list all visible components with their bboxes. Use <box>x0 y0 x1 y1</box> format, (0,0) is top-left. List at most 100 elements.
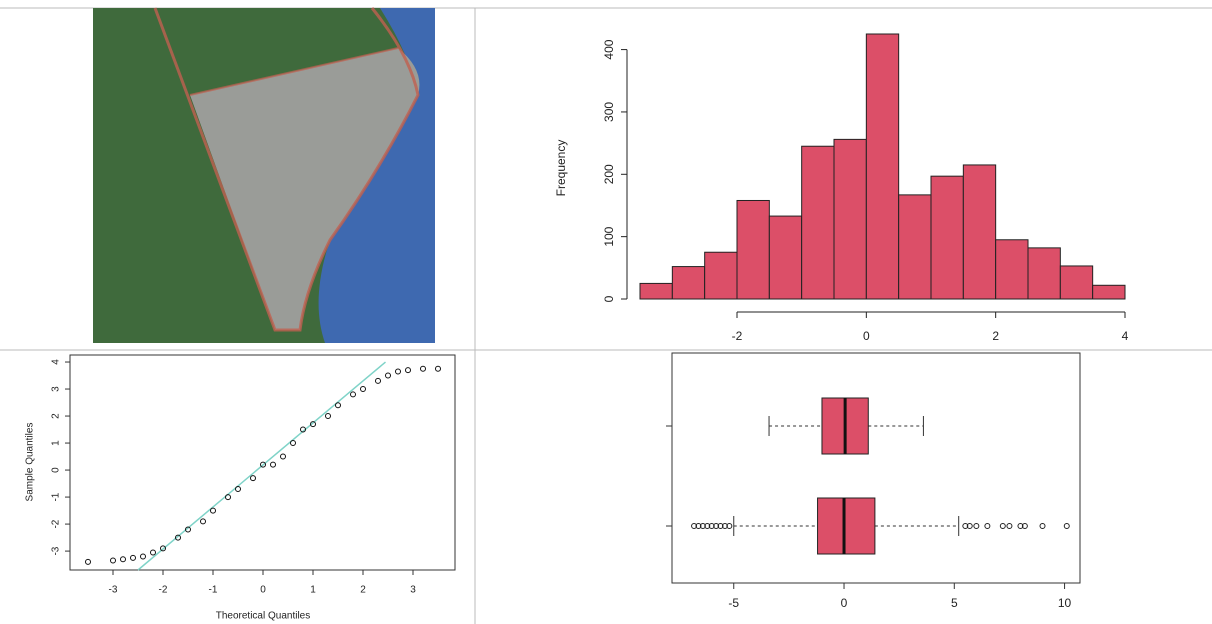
x-tick-label: 2 <box>992 329 999 343</box>
point <box>140 553 146 560</box>
bar <box>639 282 673 300</box>
outlier <box>708 523 715 529</box>
x-tick-label: -2 <box>732 329 743 343</box>
outlier <box>973 523 980 529</box>
y-tick-label: -2 <box>51 519 62 528</box>
point <box>110 557 116 564</box>
point <box>120 556 126 563</box>
bar <box>995 239 1029 300</box>
point <box>260 461 266 468</box>
x-tick-label: 2 <box>360 585 366 596</box>
point <box>130 554 136 561</box>
box <box>817 497 876 555</box>
bar <box>962 164 997 300</box>
x-tick-label: -5 <box>728 596 739 610</box>
x-tick-label: 0 <box>863 329 870 343</box>
x-tick-label: 10 <box>1058 596 1072 610</box>
x-tick-label: 0 <box>260 585 266 596</box>
outlier <box>1006 523 1013 529</box>
point <box>250 475 256 482</box>
bar <box>671 266 706 300</box>
outlier <box>713 523 720 529</box>
point <box>395 368 401 375</box>
x-axis-label: Theoretical Quantiles <box>216 611 311 622</box>
outlier <box>984 523 991 529</box>
y-axis-label: Sample Quantiles <box>25 423 36 502</box>
outlier <box>726 523 733 529</box>
point <box>235 485 241 492</box>
outlier <box>721 523 728 529</box>
point <box>225 494 231 501</box>
point <box>325 413 331 420</box>
y-axis-label: Frequency <box>554 140 568 197</box>
point <box>200 518 206 525</box>
point <box>290 440 296 447</box>
outlier <box>695 523 702 529</box>
plot-frame <box>671 352 1081 584</box>
point <box>185 526 191 533</box>
y-tick-label: 1 <box>51 440 62 446</box>
point <box>405 367 411 374</box>
bar <box>1027 247 1061 300</box>
point <box>210 507 216 514</box>
bar <box>865 33 900 300</box>
satellite-image <box>93 7 435 343</box>
y-tick-label: 4 <box>51 359 62 365</box>
outlier <box>1021 523 1028 529</box>
outlier <box>717 523 724 529</box>
outlier <box>699 523 706 529</box>
point <box>335 402 341 409</box>
x-tick-label: 4 <box>1122 329 1129 343</box>
y-tick-label: 200 <box>602 164 616 184</box>
point <box>85 558 91 565</box>
y-tick-label: 300 <box>602 102 616 122</box>
y-tick-label: 0 <box>602 295 616 302</box>
point <box>300 426 306 433</box>
point <box>280 453 286 460</box>
x-tick-label: 0 <box>841 596 848 610</box>
outlier <box>1039 523 1046 529</box>
outlier <box>999 523 1006 529</box>
x-tick-label: 3 <box>410 585 416 596</box>
bar <box>1092 284 1126 300</box>
x-tick-label: -1 <box>209 585 218 596</box>
bar <box>1059 265 1094 300</box>
x-tick-label: 1 <box>310 585 316 596</box>
bar <box>801 145 835 300</box>
reference-line <box>137 361 386 571</box>
y-tick-label: -3 <box>51 546 62 555</box>
point <box>375 377 381 384</box>
point <box>385 372 391 379</box>
point <box>175 534 181 541</box>
point <box>435 365 441 372</box>
point <box>350 391 356 398</box>
y-tick-label: 3 <box>51 386 62 392</box>
y-tick-label: 100 <box>602 226 616 246</box>
x-tick-label: -3 <box>109 585 118 596</box>
point <box>360 386 366 393</box>
bar <box>704 251 738 300</box>
bar <box>930 175 964 300</box>
y-tick-label: 400 <box>602 39 616 59</box>
y-tick-label: 0 <box>51 467 62 473</box>
bar <box>768 215 803 300</box>
bar <box>898 194 932 300</box>
point <box>270 461 276 468</box>
point <box>420 365 426 372</box>
outlier <box>966 523 973 529</box>
x-tick-label: -2 <box>159 585 168 596</box>
bar <box>833 138 867 300</box>
point <box>150 549 156 556</box>
outlier <box>1017 523 1024 529</box>
outlier <box>691 523 698 529</box>
point <box>160 545 166 552</box>
y-tick-label: -1 <box>51 492 62 501</box>
outlier <box>962 523 969 529</box>
y-tick-label: 2 <box>51 413 62 419</box>
outlier <box>1063 523 1070 529</box>
bar <box>736 199 770 300</box>
point <box>310 421 316 428</box>
outlier <box>704 523 711 529</box>
